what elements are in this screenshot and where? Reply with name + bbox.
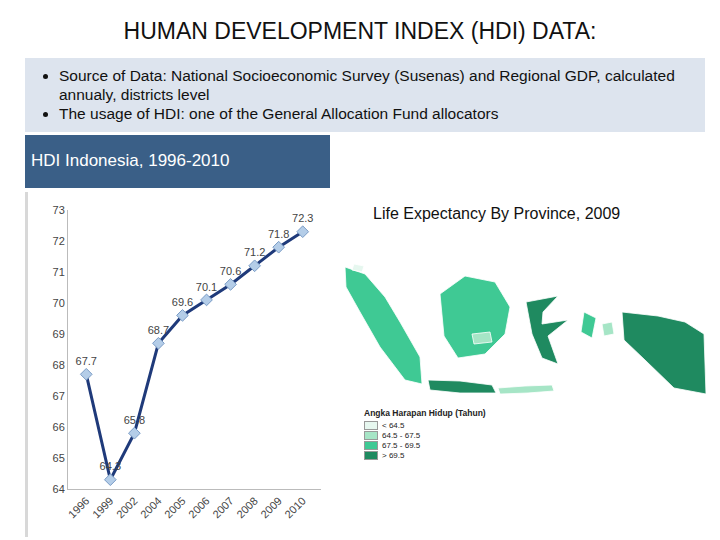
html-text:64.5 - 67.5: 64.5 - 67.5 [382, 430, 421, 440]
svg-text:72.3: 72.3 [292, 212, 313, 224]
svg-text:2004: 2004 [138, 495, 164, 521]
svg-text:2010: 2010 [282, 495, 308, 521]
svg-text:67.7: 67.7 [76, 355, 97, 367]
svg-text:67: 67 [53, 390, 65, 402]
svg-text:2006: 2006 [186, 495, 212, 521]
svg-text:2009: 2009 [258, 495, 284, 521]
svg-text:71: 71 [53, 266, 65, 278]
svg-text:69.6: 69.6 [172, 296, 193, 308]
html-text:The usage of HDI: one of the G: The usage of HDI: one of the General All… [59, 105, 499, 122]
html-text:67.5 - 69.5: 67.5 - 69.5 [382, 440, 421, 450]
svg-text:2005: 2005 [162, 495, 188, 521]
svg-text:68.7: 68.7 [148, 324, 169, 336]
svg-text:2008: 2008 [234, 495, 260, 521]
html-text:< 64.5: < 64.5 [382, 420, 405, 430]
svg-text:1996: 1996 [66, 495, 92, 521]
svg-text:2002: 2002 [114, 495, 140, 521]
html-text:Source of Data: National Socio: Source of Data: National Socioeconomic S… [59, 67, 675, 103]
svg-text:72: 72 [53, 235, 65, 247]
html-text:Life Expectancy By Province, 2: Life Expectancy By Province, 2009 [373, 205, 621, 222]
svg-text:64: 64 [53, 483, 65, 495]
svg-text:68: 68 [53, 359, 65, 371]
svg-text:69: 69 [53, 328, 65, 340]
html-text:HDI Indonesia, 1996-2010: HDI Indonesia, 1996-2010 [31, 151, 230, 170]
html-text:Angka Harapan Hidup (Tahun): Angka Harapan Hidup (Tahun) [364, 408, 486, 418]
svg-text:66: 66 [53, 421, 65, 433]
html-text:HUMAN DEVELOPMENT INDEX (HDI): HUMAN DEVELOPMENT INDEX (HDI) DATA: [123, 18, 597, 44]
svg-text:64.3: 64.3 [100, 460, 121, 472]
svg-text:65: 65 [53, 452, 65, 464]
svg-text:65.8: 65.8 [124, 414, 145, 426]
svg-text:71.2: 71.2 [244, 246, 265, 258]
svg-text:73: 73 [53, 204, 65, 216]
svg-text:1999: 1999 [90, 495, 116, 521]
svg-text:71.8: 71.8 [268, 228, 289, 240]
svg-text:70.6: 70.6 [220, 265, 241, 277]
svg-text:70.1: 70.1 [196, 281, 217, 293]
html-text:> 69.5: > 69.5 [382, 450, 405, 460]
svg-text:70: 70 [53, 297, 65, 309]
svg-text:2007: 2007 [210, 495, 236, 521]
